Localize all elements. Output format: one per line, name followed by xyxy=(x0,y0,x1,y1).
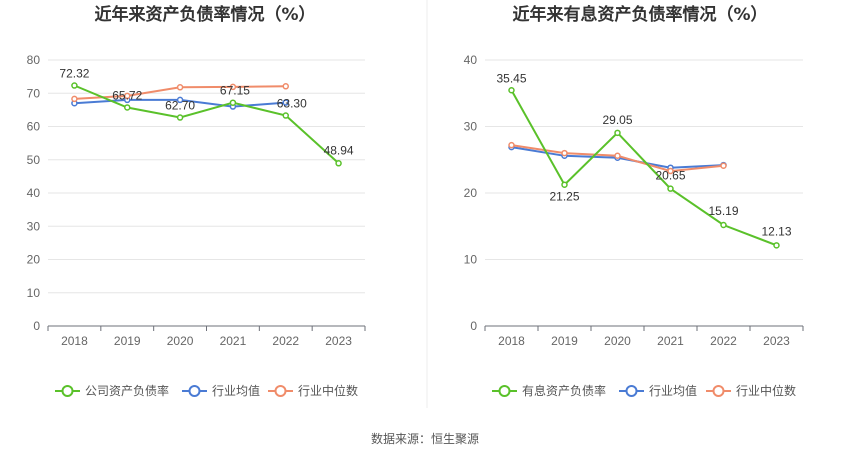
data-label: 21.25 xyxy=(549,190,579,204)
y-tick-label: 50 xyxy=(27,153,41,167)
chart-interest-bearing-debt-ratio: 近年来有息资产负债率情况（%） 0 10 20 30 40 2018 2019 2020 2021… xyxy=(464,4,804,398)
x-tick-label: 2021 xyxy=(220,334,247,348)
data-point xyxy=(176,114,184,121)
data-point xyxy=(561,149,568,157)
data-point xyxy=(282,99,289,106)
x-tick-label: 2022 xyxy=(272,334,299,348)
data-label: 12.13 xyxy=(761,224,791,238)
data-label: 48.94 xyxy=(324,143,354,157)
data-point xyxy=(71,95,78,103)
data-point xyxy=(720,162,727,169)
data-point xyxy=(508,87,515,94)
legend-item-1[interactable]: 行业均值 xyxy=(182,383,260,398)
y-tick-label: 30 xyxy=(464,120,478,134)
x-tick-label: 2023 xyxy=(325,334,352,348)
data-point xyxy=(773,242,780,249)
legend-label: 行业均值 xyxy=(649,383,697,398)
data-point xyxy=(667,167,674,175)
y-tick-label: 40 xyxy=(464,53,478,67)
data-point xyxy=(561,181,568,188)
legend-label: 公司资产负债率 xyxy=(85,383,169,398)
data-point xyxy=(282,112,289,119)
x-tick-label: 2023 xyxy=(763,334,790,348)
y-tick-label: 20 xyxy=(464,186,478,200)
data-point xyxy=(71,82,78,89)
data-label: 29.05 xyxy=(602,113,632,127)
x-tick-label: 2021 xyxy=(657,334,684,348)
y-tick-label: 10 xyxy=(27,286,41,300)
x-tick-label: 2020 xyxy=(167,334,194,348)
x-tick-label: 2018 xyxy=(61,334,88,348)
data-point xyxy=(614,152,621,160)
data-label: 65.72 xyxy=(112,88,142,102)
data-label: 35.45 xyxy=(496,71,526,85)
y-tick-label: 60 xyxy=(27,120,41,134)
data-point xyxy=(508,141,515,149)
data-label: 63.30 xyxy=(277,97,307,111)
legend-item-2[interactable]: 行业中位数 xyxy=(706,383,796,398)
y-tick-label: 0 xyxy=(33,319,40,333)
legend-marker-icon xyxy=(274,385,287,397)
x-tick-label: 2019 xyxy=(114,334,141,348)
data-point xyxy=(282,83,289,90)
data-point xyxy=(124,92,131,100)
data-point xyxy=(614,129,621,137)
legend-label: 有息资产负债率 xyxy=(522,383,606,398)
y-tick-label: 40 xyxy=(27,186,41,200)
legend-marker-icon xyxy=(498,385,511,397)
y-tick-label: 20 xyxy=(27,253,41,267)
data-label: 15.19 xyxy=(708,204,738,218)
chart-title: 近年来有息资产负债率情况（%） xyxy=(512,4,767,25)
series-line-0 xyxy=(510,89,777,247)
chart-title: 近年来资产负债率情况（%） xyxy=(94,4,315,25)
legend-marker-icon xyxy=(61,385,74,397)
data-point xyxy=(667,185,674,192)
data-point xyxy=(335,160,342,167)
legend-label: 行业中位数 xyxy=(298,383,358,398)
y-tick-label: 80 xyxy=(27,53,41,67)
legend-marker-icon xyxy=(625,385,638,397)
legend-item-0[interactable]: 公司资产负债率 xyxy=(55,383,169,398)
x-tick-label: 2018 xyxy=(498,334,525,348)
data-point xyxy=(176,96,184,104)
legend-item-1[interactable]: 行业均值 xyxy=(619,383,697,398)
y-tick-label: 0 xyxy=(470,319,477,333)
legend-item-0[interactable]: 有息资产负债率 xyxy=(492,383,606,398)
x-tick-label: 2019 xyxy=(551,334,578,348)
y-tick-label: 10 xyxy=(464,253,478,267)
data-label: 62.70 xyxy=(165,99,195,113)
legend-label: 行业均值 xyxy=(212,383,260,398)
legend-label: 行业中位数 xyxy=(736,383,796,398)
y-tick-label: 30 xyxy=(27,219,41,233)
data-label: 67.15 xyxy=(220,84,250,98)
data-label: 72.32 xyxy=(59,67,89,81)
data-point xyxy=(229,99,237,106)
data-point xyxy=(124,104,131,111)
data-point xyxy=(720,221,727,229)
data-point xyxy=(229,83,237,91)
data-point xyxy=(176,84,184,91)
x-tick-label: 2020 xyxy=(604,334,631,348)
source-label: 数据来源：恒生聚源 xyxy=(371,431,479,446)
legend-marker-icon xyxy=(188,385,201,397)
data-label: 20.65 xyxy=(655,169,685,183)
y-tick-label: 70 xyxy=(27,86,41,100)
chart-total-debt-ratio: 近年来资产负债率情况（%） 0 10 20 30 40 50 60 70 80 2018 2019 20… xyxy=(27,4,366,398)
series-line-0 xyxy=(74,84,340,165)
legend-marker-icon xyxy=(712,385,725,397)
x-tick-label: 2022 xyxy=(710,334,737,348)
legend-item-2[interactable]: 行业中位数 xyxy=(268,383,358,398)
